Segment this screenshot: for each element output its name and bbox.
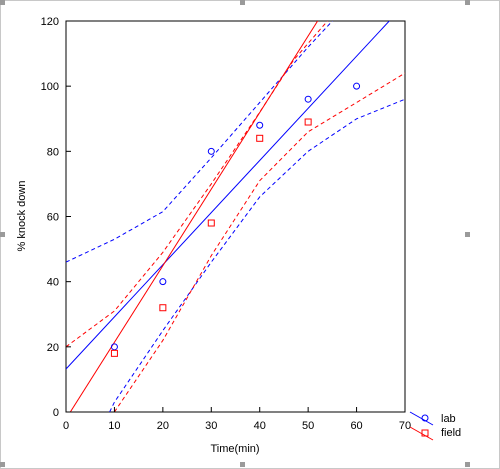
point-lab-0 [110, 343, 118, 351]
y-tick-label-60: 60 [47, 212, 59, 224]
point-field-0 [110, 349, 118, 357]
legend-item-lab: lab [409, 411, 456, 426]
x-tick-label-10: 10 [108, 420, 120, 432]
point-lab-5 [353, 82, 361, 90]
x-axis-title: Time(min) [210, 443, 259, 455]
fit-line-lab [66, 21, 390, 370]
point-lab-3 [256, 121, 264, 129]
plot-area [65, 20, 406, 413]
confidence-band-upper-field [66, 21, 328, 348]
y-tick-label-20: 20 [47, 342, 59, 354]
resize-handle-mr[interactable] [465, 232, 470, 237]
legend-label-lab: lab [441, 413, 456, 425]
resize-handle-bm[interactable] [240, 462, 245, 467]
x-tick-label-20: 20 [157, 420, 169, 432]
y-tick-label-80: 80 [47, 146, 59, 158]
resize-handle-br[interactable] [465, 462, 470, 467]
legend-marker-lab [421, 414, 429, 422]
x-tick-label-30: 30 [205, 420, 217, 432]
legend-marker-field [421, 429, 429, 437]
resize-handle-ml[interactable] [0, 232, 5, 237]
fit-line-field [69, 21, 319, 412]
legend-label-field: field [441, 427, 461, 439]
y-tick-label-40: 40 [47, 277, 59, 289]
y-tick-label-100: 100 [41, 81, 59, 93]
point-field-1 [159, 304, 167, 312]
resize-handle-tl[interactable] [0, 0, 5, 5]
x-tick-label-60: 60 [350, 420, 362, 432]
resize-handle-tr[interactable] [465, 0, 470, 5]
resize-handle-tm[interactable] [240, 0, 245, 5]
y-tick-label-0: 0 [53, 407, 59, 419]
point-lab-2 [207, 147, 215, 155]
confidence-band-lower-field [113, 72, 405, 412]
point-field-3 [256, 134, 264, 142]
x-tick-label-50: 50 [302, 420, 314, 432]
y-axis-title: % knock down [16, 181, 28, 252]
point-field-2 [207, 219, 215, 227]
y-tick-label-120: 120 [41, 16, 59, 28]
x-tick-label-0: 0 [63, 420, 69, 432]
legend: lab field [409, 411, 461, 441]
x-tick-label-40: 40 [254, 420, 266, 432]
legend-item-field: field [409, 426, 461, 441]
resize-handle-bl[interactable] [0, 462, 5, 467]
x-tick-label-70: 70 [399, 420, 411, 432]
legend-line-lab [409, 411, 434, 426]
point-field-4 [304, 118, 312, 126]
point-lab-4 [304, 95, 312, 103]
point-lab-1 [159, 278, 167, 286]
